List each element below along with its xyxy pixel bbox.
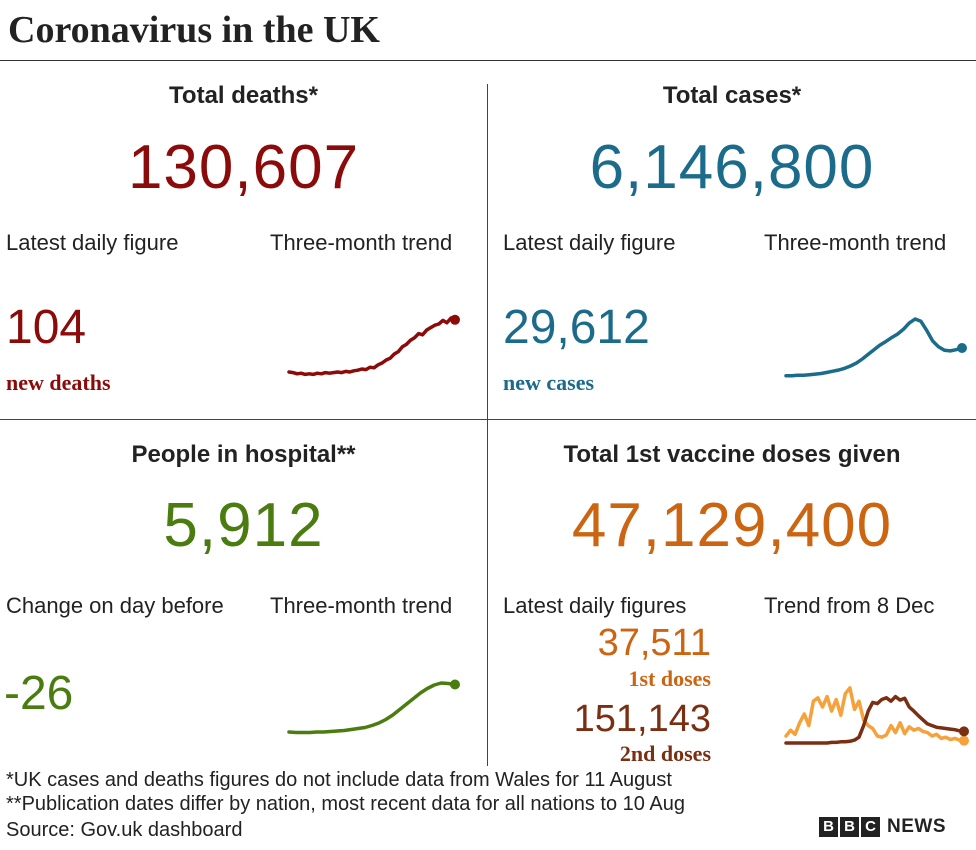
2nd-doses-series-end-dot: [959, 726, 969, 737]
cases-daily-value: 29,612: [503, 301, 650, 354]
vaccine-first-label: 1st doses: [628, 666, 711, 691]
hospital-heading: People in hospital**: [131, 441, 356, 468]
horizontal-divider: [0, 419, 976, 420]
bbc-logo-letter-1: B: [819, 817, 838, 837]
source-note: Source: Gov.uk dashboard: [6, 819, 243, 841]
hospital-daily-label: Change on day before: [6, 593, 224, 618]
page-title: Coronavirus in the UK: [8, 9, 380, 51]
hospital-trend-chart: [287, 679, 460, 735]
footnote-publication: **Publication dates differ by nation, mo…: [6, 793, 685, 815]
deaths-daily-value: 104: [6, 301, 87, 354]
cases-heading: Total cases*: [662, 82, 802, 109]
title-rule: [0, 60, 976, 61]
cases-trend-label: Three-month trend: [764, 230, 947, 255]
vaccine-trend-chart: [784, 686, 969, 746]
cases-total: 6,146,800: [589, 133, 875, 202]
deaths-trend-chart: [287, 314, 460, 377]
vaccine-daily-label: Latest daily figures: [503, 593, 687, 618]
deaths-total: 130,607: [127, 133, 360, 202]
hospital-trend-chart-end-dot: [450, 679, 460, 690]
deaths-daily-unit: new deaths: [6, 370, 111, 395]
vaccine-trend-label: Trend from 8 Dec: [764, 593, 935, 618]
hospital-total: 5,912: [163, 491, 324, 560]
bbc-logo-letter-3: C: [861, 817, 880, 837]
footnote-wales: *UK cases and deaths figures do not incl…: [6, 769, 672, 791]
vaccine-second-label: 2nd doses: [619, 741, 711, 766]
vaccine-second-value: 151,143: [573, 698, 711, 740]
deaths-heading: Total deaths*: [169, 82, 318, 109]
bbc-logo-news: NEWS: [887, 816, 946, 837]
vaccine-heading: Total 1st vaccine doses given: [563, 441, 901, 468]
bbc-news-logo: B B C NEWS: [819, 816, 946, 838]
cases-trend-chart-end-dot: [957, 343, 967, 353]
vertical-divider: [487, 84, 488, 766]
deaths-trend-chart-end-dot: [450, 314, 460, 325]
hospital-trend-label: Three-month trend: [270, 593, 453, 618]
vaccine-total: 47,129,400: [571, 491, 893, 560]
deaths-trend-chart-line: [287, 316, 457, 377]
bbc-logo-letter-2: B: [840, 817, 859, 837]
1st-doses-series-line: [784, 686, 966, 743]
cases-trend-chart-line: [784, 317, 964, 378]
hospital-trend-chart-line: [287, 681, 457, 735]
1st-doses-series-end-dot: [959, 735, 969, 746]
deaths-trend-label: Three-month trend: [270, 230, 453, 255]
2nd-doses-series-line: [784, 694, 966, 745]
cases-daily-unit: new cases: [503, 370, 595, 395]
vaccine-first-value: 37,511: [597, 622, 711, 664]
cases-trend-chart: [784, 317, 967, 378]
deaths-daily-label: Latest daily figure: [6, 230, 179, 255]
cases-daily-label: Latest daily figure: [503, 230, 676, 255]
hospital-daily-value: -26: [4, 667, 74, 720]
